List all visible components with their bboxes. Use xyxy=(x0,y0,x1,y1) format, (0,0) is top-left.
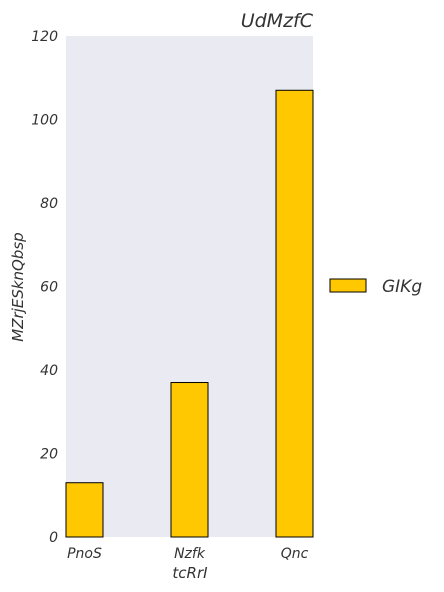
bar-nzfk xyxy=(170,382,209,538)
bar-pnos xyxy=(65,482,104,538)
legend-label: GIKg xyxy=(382,277,422,297)
y-tick-label: 120 xyxy=(31,29,58,45)
x-tick-labels: PnoS Nzfk Qnc xyxy=(67,546,308,562)
legend: GIKg xyxy=(329,277,422,297)
bars-group xyxy=(65,89,314,538)
y-tick-label: 100 xyxy=(31,113,58,129)
y-tick-labels: 0 20 40 60 80 100 120 xyxy=(31,29,58,546)
bar-qnc xyxy=(275,89,314,538)
y-tick-label: 0 xyxy=(49,530,58,546)
x-axis-label: tcRrI xyxy=(172,564,208,582)
chart-title: UdMzfC xyxy=(241,10,314,32)
x-tick-label: Nzfk xyxy=(174,546,206,562)
y-tick-label: 60 xyxy=(40,280,58,296)
y-tick-label: 80 xyxy=(40,196,58,212)
y-tick-label: 20 xyxy=(40,447,58,463)
y-tick-label: 40 xyxy=(40,363,58,379)
x-tick-label: PnoS xyxy=(67,546,102,562)
legend-swatch xyxy=(329,278,367,293)
y-axis-label: MZrjESknQbsp xyxy=(9,232,27,341)
x-tick-label: Qnc xyxy=(281,546,309,562)
